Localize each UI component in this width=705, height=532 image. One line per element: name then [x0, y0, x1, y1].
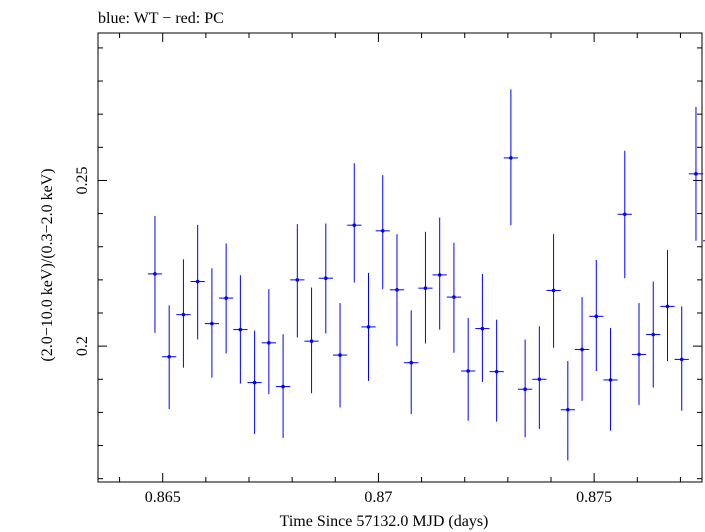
point-marker: [509, 156, 513, 160]
data-point: [204, 268, 220, 378]
data-point: [389, 234, 405, 347]
point-marker: [566, 407, 570, 412]
data-points: [147, 89, 705, 461]
data-point: [361, 272, 376, 381]
point-marker: [338, 353, 342, 357]
point-marker: [224, 296, 228, 300]
point-marker: [366, 325, 371, 329]
data-point: [347, 163, 362, 283]
plot-frame: [97, 32, 703, 483]
axis-tick-labels: 0.865 0.87 0.875 0.2 0.25: [74, 166, 612, 506]
point-marker: [551, 288, 556, 293]
point-marker: [523, 387, 527, 392]
data-point: [176, 259, 191, 368]
point-marker: [651, 332, 656, 337]
point-marker: [694, 172, 698, 176]
point-marker: [195, 279, 200, 284]
x-tick-label: 0.87: [364, 489, 392, 506]
point-marker: [637, 352, 641, 357]
point-marker: [665, 304, 670, 309]
data-point: [418, 231, 433, 344]
x-tick-label: 0.865: [145, 489, 181, 506]
data-point: [404, 310, 419, 415]
point-marker: [423, 286, 428, 290]
point-marker: [323, 276, 328, 281]
point-marker: [352, 223, 357, 227]
point-marker: [409, 360, 414, 365]
data-point: [617, 150, 632, 279]
x-tick-label: 0.875: [576, 489, 612, 506]
data-point: [603, 327, 618, 431]
chart-title: blue: WT − red: PC: [98, 10, 224, 27]
point-marker: [580, 347, 584, 352]
data-point: [275, 334, 291, 438]
data-point: [261, 289, 276, 395]
data-point: [332, 303, 348, 408]
data-point: [461, 317, 476, 421]
x-axis-label: Time Since 57132.0 MJD (days): [280, 513, 489, 530]
point-marker: [494, 369, 499, 374]
data-point: [290, 224, 305, 338]
point-marker: [267, 341, 271, 345]
y-axis-label: (2.0−10.0 keV)/(0.3−2.0 keV): [39, 168, 56, 361]
point-marker: [622, 212, 627, 217]
point-marker: [181, 312, 186, 317]
point-marker: [452, 295, 456, 299]
axis-ticks: [98, 33, 702, 482]
point-marker: [380, 229, 385, 233]
point-marker: [281, 384, 285, 389]
data-point: [219, 243, 234, 354]
point-marker: [466, 369, 470, 373]
y-tick-label: 0.25: [74, 166, 91, 194]
point-marker: [608, 378, 613, 382]
point-marker: [210, 321, 214, 326]
data-point: [489, 319, 504, 422]
data-point: [304, 287, 319, 394]
point-marker: [238, 327, 243, 332]
data-point: [660, 250, 675, 362]
data-point: [503, 89, 518, 226]
data-point: [674, 306, 689, 411]
data-point: [517, 339, 533, 438]
data-point: [147, 215, 163, 333]
data-point: [631, 303, 647, 406]
data-point: [546, 234, 561, 348]
data-point: [475, 273, 490, 382]
point-marker: [480, 326, 485, 331]
data-point: [646, 281, 661, 388]
data-point: [688, 106, 704, 241]
point-marker: [537, 377, 542, 382]
point-marker: [167, 354, 171, 359]
data-point: [446, 242, 462, 353]
data-point: [190, 224, 205, 340]
data-point: [589, 259, 604, 371]
point-marker: [252, 380, 257, 385]
data-point: [432, 217, 447, 330]
data-point: [318, 223, 333, 334]
data-point: [574, 297, 590, 401]
point-marker: [395, 288, 399, 292]
data-point: [560, 361, 575, 461]
data-point: [162, 305, 177, 410]
data-point: [233, 275, 248, 384]
data-point: [375, 175, 390, 290]
point-marker: [594, 314, 599, 319]
point-marker: [153, 272, 157, 276]
data-point: [247, 330, 262, 434]
point-marker: [309, 339, 314, 343]
point-marker: [295, 278, 300, 282]
data-point: [532, 326, 547, 429]
point-marker: [437, 273, 442, 277]
point-marker: [679, 357, 684, 362]
y-tick-label: 0.2: [74, 336, 91, 356]
